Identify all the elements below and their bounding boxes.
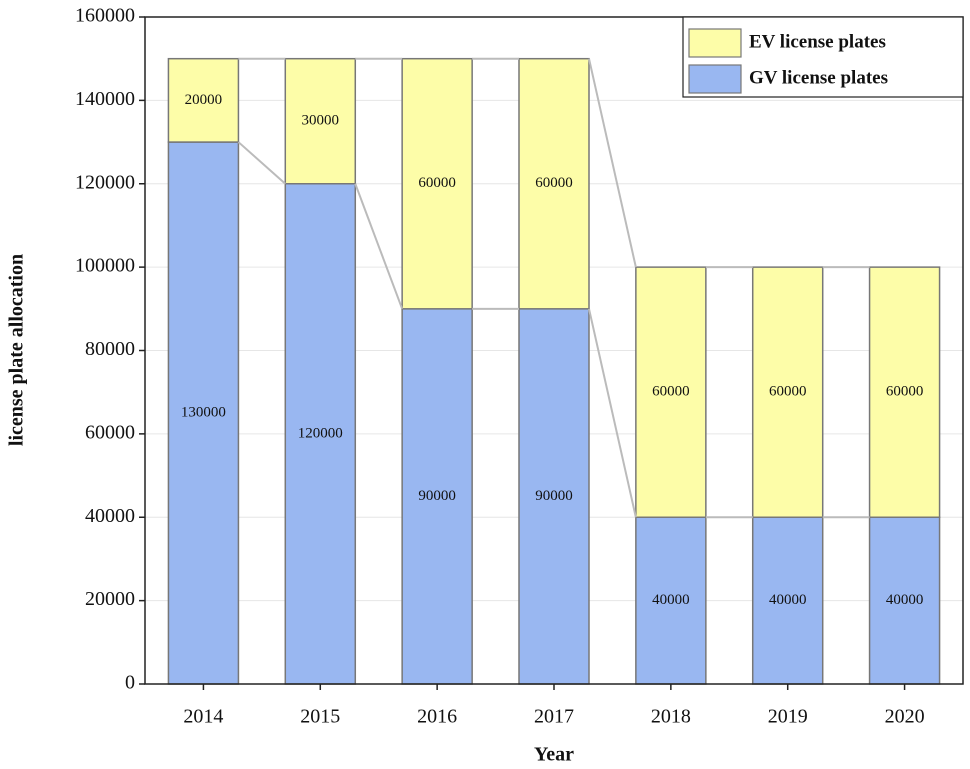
- bar-segment: [284, 57, 357, 185]
- data-label: 60000: [535, 175, 573, 191]
- data-label: 20000: [185, 92, 223, 108]
- bar-segment: [635, 266, 707, 518]
- y-tick-label: 80000: [85, 338, 135, 360]
- data-label: 90000: [418, 488, 456, 504]
- bar-segment: [635, 516, 707, 685]
- data-label: 40000: [652, 592, 690, 608]
- bar-segment: [868, 266, 941, 518]
- connector-line: [354, 183, 404, 310]
- bar-segment: [401, 308, 473, 685]
- data-label: 40000: [886, 592, 924, 608]
- x-tick-label: 2020: [885, 706, 925, 728]
- data-label: 60000: [652, 384, 690, 400]
- x-tick-label: 2019: [768, 706, 808, 728]
- data-label: 130000: [181, 404, 226, 420]
- bar-segment: [518, 57, 590, 310]
- data-label: 60000: [886, 384, 924, 400]
- connector-line: [588, 58, 637, 268]
- legend-swatch: [688, 64, 742, 94]
- data-label: 120000: [298, 425, 343, 441]
- y-tick-label: 20000: [85, 588, 135, 610]
- y-tick-label: 40000: [85, 505, 135, 527]
- x-tick-label: 2014: [183, 706, 223, 728]
- y-tick-label: 0: [125, 672, 135, 694]
- bar-segment: [167, 57, 240, 143]
- data-label: 60000: [769, 384, 807, 400]
- data-label: 30000: [302, 113, 340, 129]
- y-axis-label: license plate allocation: [6, 254, 28, 446]
- y-tick-label: 160000: [75, 5, 135, 27]
- y-tick-label: 60000: [85, 421, 135, 443]
- y-tick-label: 120000: [75, 171, 135, 193]
- bar-segment: [401, 57, 473, 310]
- bar-segment: [751, 266, 824, 518]
- legend-label: GV license plates: [749, 67, 888, 88]
- y-tick-label: 100000: [75, 255, 135, 277]
- bar-segment: [518, 308, 590, 685]
- x-tick-label: 2016: [417, 706, 457, 728]
- connector-line: [237, 141, 286, 185]
- data-label: 60000: [418, 175, 456, 191]
- plot-frame: [144, 16, 964, 685]
- bar-segment: [284, 183, 357, 685]
- y-tick-label: 140000: [75, 88, 135, 110]
- x-axis-label: Year: [534, 744, 574, 766]
- x-tick-label: 2018: [651, 706, 691, 728]
- bar-segment: [868, 516, 941, 685]
- data-label: 40000: [769, 592, 807, 608]
- connector-line: [588, 308, 637, 518]
- data-label: 90000: [535, 488, 573, 504]
- x-tick-label: 2015: [300, 706, 340, 728]
- x-tick-label: 2017: [534, 706, 574, 728]
- legend-swatch: [688, 28, 742, 58]
- legend-label: EV license plates: [749, 31, 886, 52]
